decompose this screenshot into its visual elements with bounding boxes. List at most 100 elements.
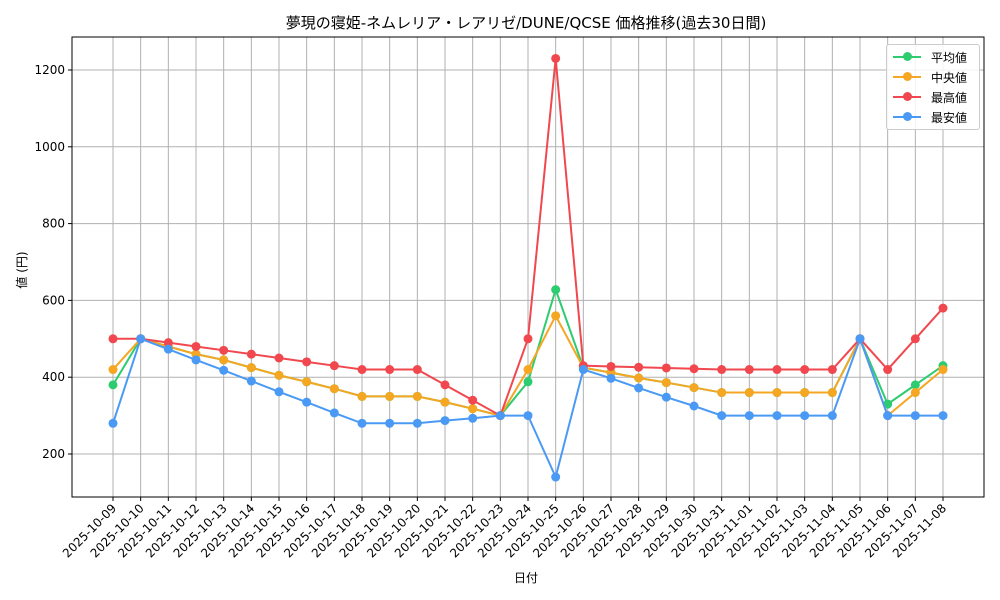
data-point — [883, 365, 893, 375]
data-point — [689, 383, 699, 393]
data-point — [910, 388, 920, 398]
data-point — [302, 397, 312, 407]
legend-item-average: 平均値 — [893, 47, 967, 67]
data-point — [523, 365, 533, 375]
data-point — [910, 411, 920, 421]
data-point — [385, 391, 395, 401]
legend-marker-icon — [893, 51, 921, 63]
data-point — [412, 365, 422, 375]
y-tick-label: 200 — [42, 447, 65, 461]
data-point — [329, 384, 339, 394]
data-point — [412, 418, 422, 428]
data-point — [219, 355, 229, 365]
y-tick-label: 600 — [42, 293, 65, 307]
data-point — [800, 388, 810, 398]
data-point — [689, 401, 699, 411]
data-point — [772, 388, 782, 398]
data-point — [191, 341, 201, 351]
data-point — [744, 411, 754, 421]
data-point — [606, 361, 616, 371]
data-point — [717, 365, 727, 375]
data-point — [744, 365, 754, 375]
data-point — [412, 391, 422, 401]
x-axis: 2025-10-092025-10-102025-10-112025-10-12… — [60, 497, 949, 560]
data-point — [827, 411, 837, 421]
data-point — [385, 418, 395, 428]
data-point — [385, 365, 395, 375]
data-point — [108, 380, 118, 390]
data-point — [274, 370, 284, 380]
data-point — [329, 361, 339, 371]
data-point — [219, 345, 229, 355]
data-point — [827, 365, 837, 375]
y-tick-label: 400 — [42, 370, 65, 384]
data-point — [551, 311, 561, 321]
data-point — [523, 411, 533, 421]
data-point — [551, 53, 561, 63]
data-point — [800, 411, 810, 421]
legend-marker-icon — [893, 91, 921, 103]
grid — [72, 37, 984, 497]
data-point — [523, 377, 533, 387]
data-point — [357, 418, 367, 428]
data-point — [578, 365, 588, 375]
data-point — [163, 338, 173, 348]
data-point — [634, 362, 644, 372]
data-point — [800, 365, 810, 375]
data-point — [661, 363, 671, 373]
data-point — [634, 373, 644, 383]
data-point — [108, 418, 118, 428]
data-point — [883, 411, 893, 421]
data-point — [910, 380, 920, 390]
legend-label: 最安値 — [931, 110, 968, 125]
legend-label: 中央値 — [931, 70, 968, 85]
data-point — [246, 363, 256, 373]
data-point — [772, 365, 782, 375]
y-tick-label: 800 — [42, 217, 65, 231]
data-point — [717, 411, 727, 421]
data-point — [551, 285, 561, 295]
series-lines — [108, 53, 948, 482]
legend-item-min: 最安値 — [893, 107, 967, 127]
data-point — [302, 357, 312, 367]
data-point — [606, 373, 616, 383]
y-tick-label: 1200 — [34, 63, 65, 77]
data-point — [108, 334, 118, 344]
data-point — [246, 376, 256, 386]
chart-title: 夢現の寝姫-ネムレリア・レアリゼ/DUNE/QCSE 価格推移(過去30日間) — [286, 14, 767, 32]
data-point — [717, 388, 727, 398]
data-point — [938, 303, 948, 313]
data-point — [744, 388, 754, 398]
data-point — [772, 411, 782, 421]
data-point — [329, 408, 339, 418]
legend-label: 最高値 — [931, 90, 968, 105]
y-axis-label: 値 (円) — [14, 251, 29, 288]
data-point — [274, 387, 284, 397]
y-axis: 200 400 600 800 1000 1200 — [34, 63, 72, 461]
data-point — [219, 365, 229, 375]
data-point — [495, 411, 505, 421]
data-point — [855, 334, 865, 344]
legend-marker-icon — [893, 71, 921, 83]
data-point — [191, 355, 201, 365]
data-point — [440, 416, 450, 426]
data-point — [883, 399, 893, 409]
data-point — [163, 344, 173, 354]
data-point — [551, 472, 561, 482]
x-axis-label: 日付 — [514, 571, 538, 585]
data-point — [689, 364, 699, 374]
data-point — [440, 380, 450, 390]
data-point — [468, 404, 478, 414]
data-point — [440, 397, 450, 407]
legend-label: 平均値 — [931, 50, 968, 65]
data-point — [523, 334, 533, 344]
data-point — [827, 388, 837, 398]
data-point — [357, 365, 367, 375]
data-point — [661, 378, 671, 388]
legend-item-median: 中央値 — [893, 67, 967, 87]
legend-item-max: 最高値 — [893, 87, 967, 107]
data-point — [938, 365, 948, 375]
data-point — [108, 365, 118, 375]
series-最安値 — [108, 334, 948, 482]
